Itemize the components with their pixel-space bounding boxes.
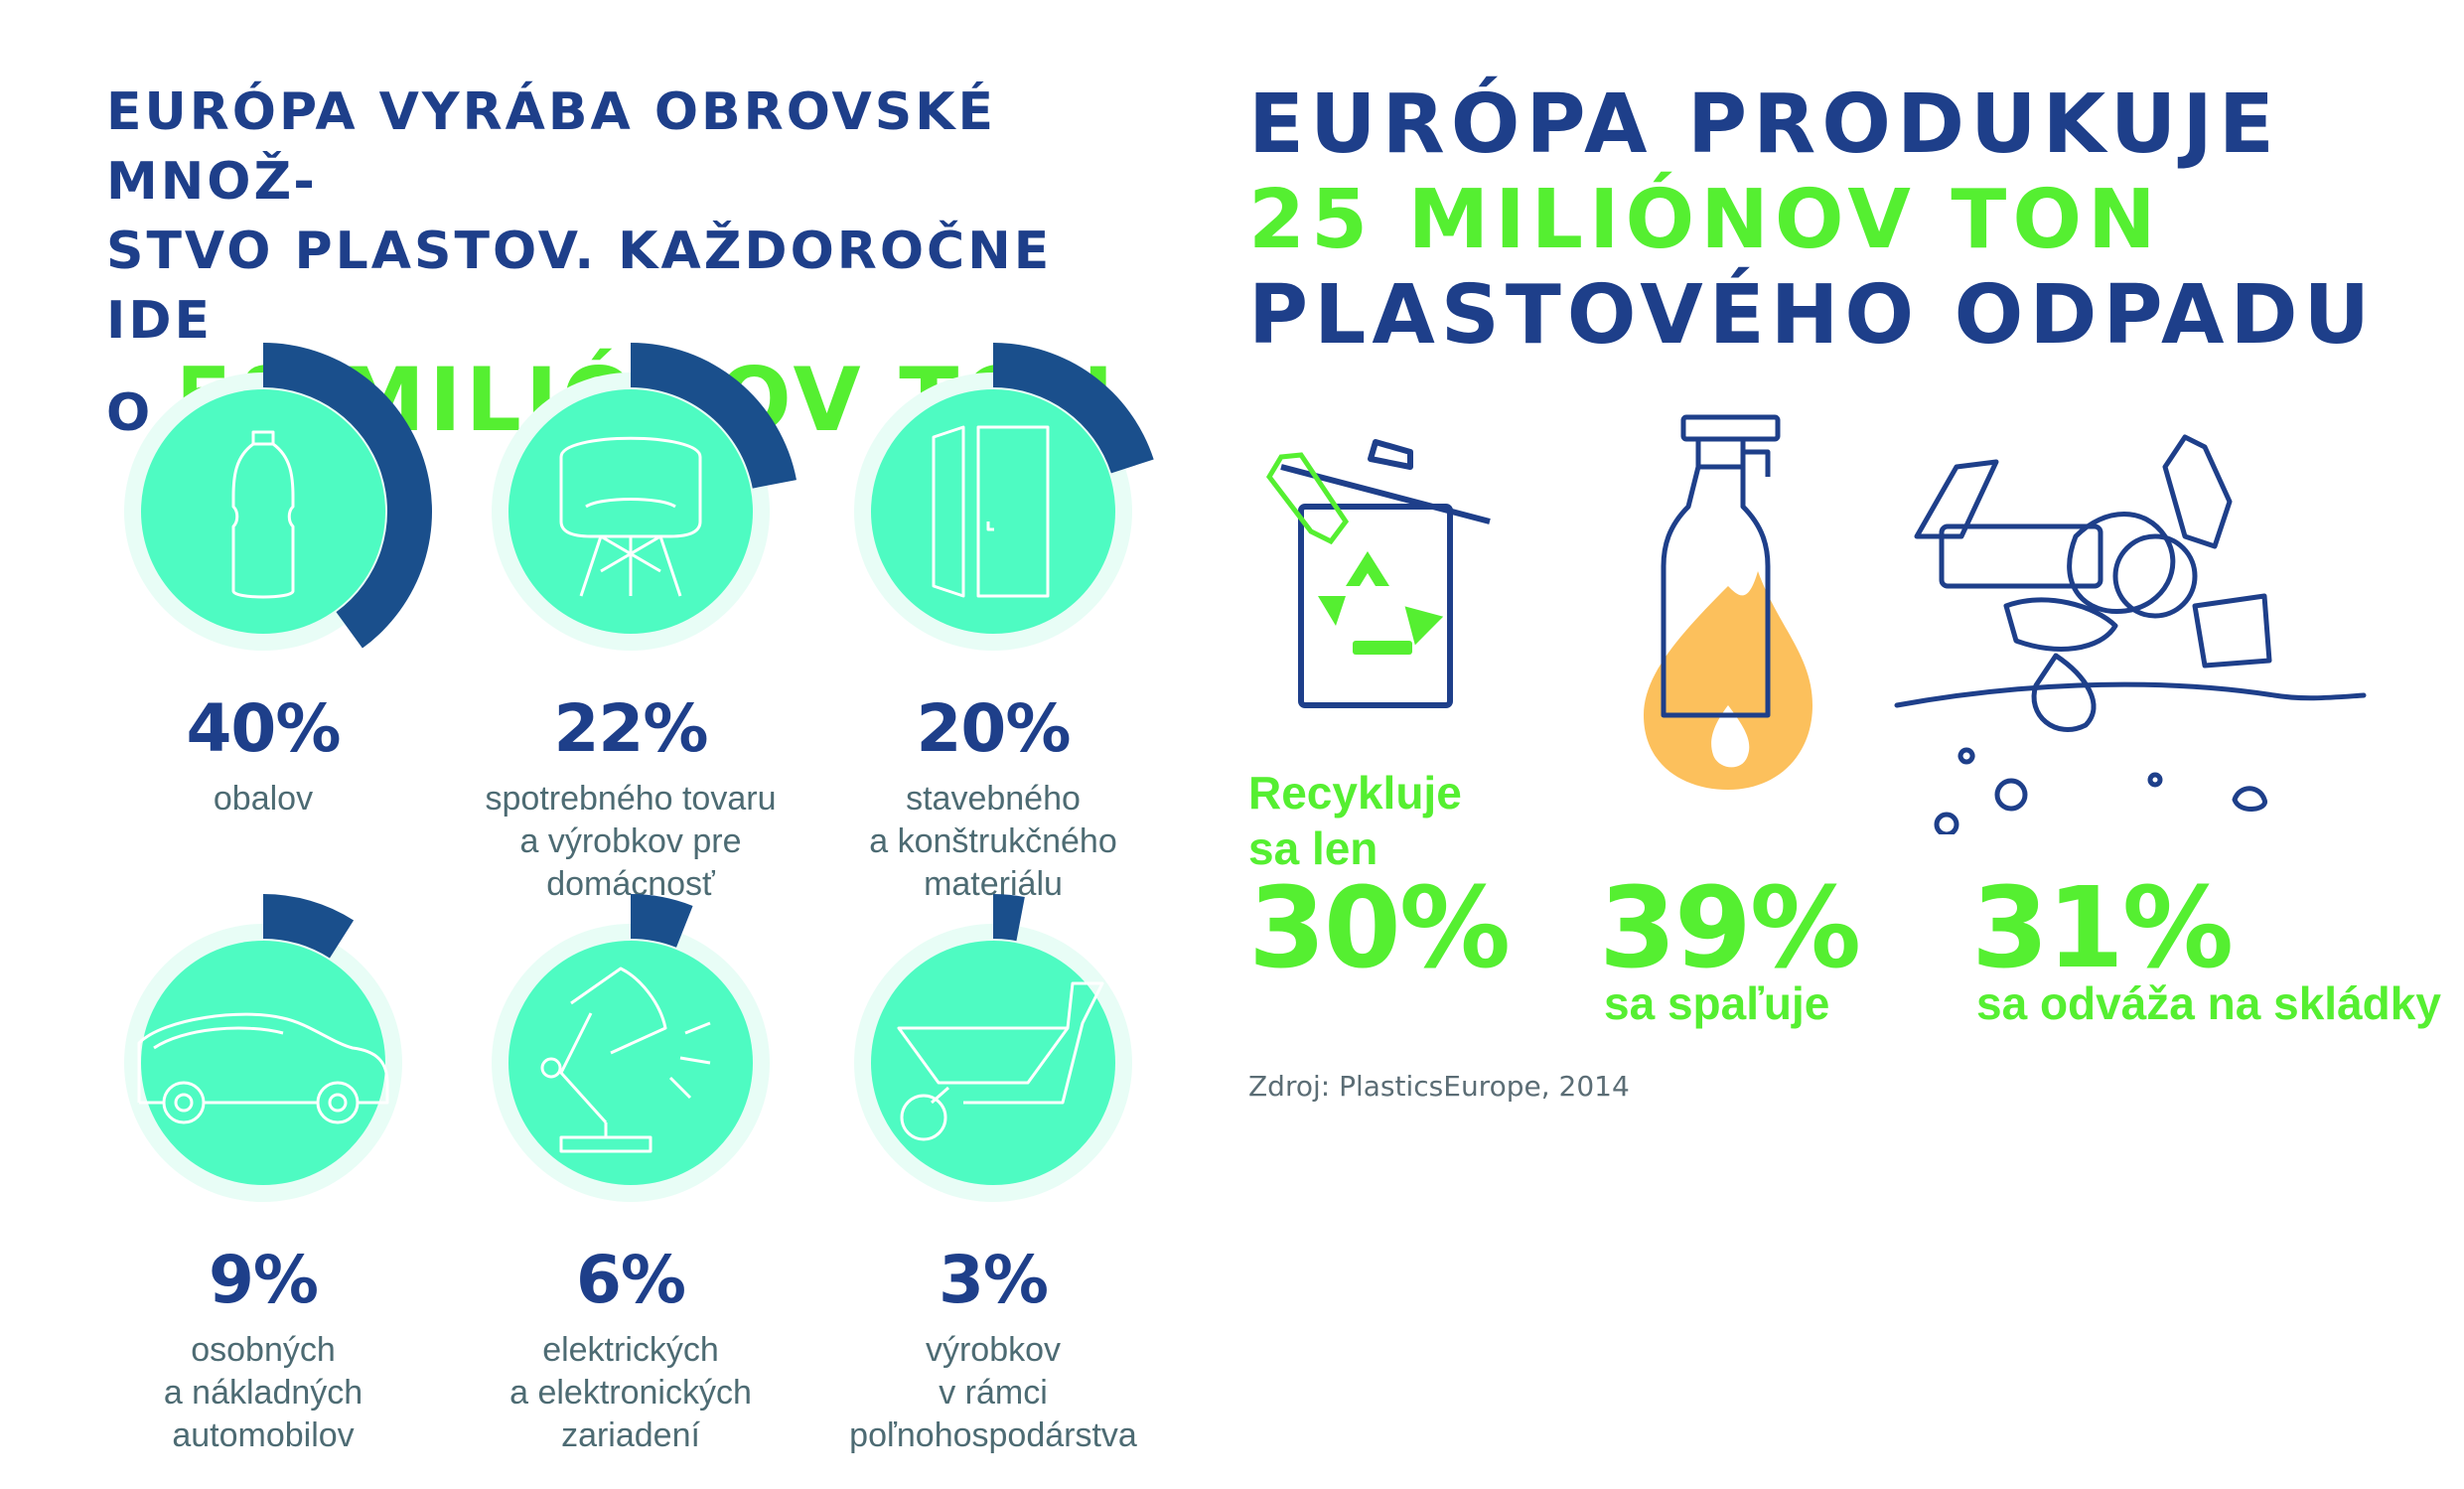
donut-disc [508,941,753,1185]
incinerate-label: sa spaľuje [1604,977,1830,1029]
donut-disc [871,941,1115,1185]
sector-label-1: obalov [65,778,462,820]
sector-label-line: poľnohospodárstva [849,1416,1137,1454]
donut-disc [141,389,385,634]
donut-arc-5 [631,894,693,948]
donut-disc [141,941,385,1185]
donut-3 [854,343,1154,651]
sector-label-4: osobných a nákladných automobilov [65,1329,462,1457]
recycle-label-line2: sa len [1248,822,1378,874]
sector-label-line: a konštrukčného [869,822,1117,860]
donut-arc-4 [263,894,355,959]
sector-label-3: stavebného a konštrukčného materiálu [795,778,1192,906]
door-icon [932,425,1050,598]
landfill-label: sa odváža na skládky [1976,977,2441,1029]
recycle-bin-icon [1265,439,1491,708]
sector-percent-5: 6% [575,1242,686,1318]
sector-label-line: zariadení [561,1416,700,1454]
right-title-line2: 25 MILIÓNOV TON [1248,173,2162,267]
sector-percent-4: 9% [208,1242,319,1318]
lamp-icon [540,967,711,1153]
donut-4 [124,894,402,1202]
landfill-icon [1894,434,2367,834]
donut-arc-2 [631,343,797,489]
sector-label-line: obalov [213,780,314,818]
sector-label-line: a elektronických [509,1374,752,1412]
wheelbarrow-icon [897,981,1104,1141]
donut-6 [854,894,1132,1202]
sector-percent-2: 22% [553,690,709,767]
bottle-icon [231,430,295,599]
donut-arc-3 [993,343,1154,474]
donut-arc-1 [263,343,432,649]
donut-2 [492,343,797,651]
sector-label-line: výrobkov [925,1331,1062,1369]
right-title: EURÓPA PRODUKUJE 25 MILIÓNOV TON PLASTOV… [1248,77,2376,364]
sector-label-line: automobilov [172,1416,355,1454]
sector-label-line: osobných [191,1331,336,1369]
recycle-percent: 30% [1248,864,1511,993]
landfill-percent: 31% [1971,864,2234,993]
sector-label-line: spotrebného tovaru [485,780,777,818]
right-title-line3: PLASTOVÉHO ODPADU [1248,268,2377,363]
incinerate-percent: 39% [1599,864,1861,993]
right-title-line1: EURÓPA PRODUKUJE [1248,77,2280,172]
sector-label-6: výrobkov v rámci poľnohospodárstva [795,1329,1192,1457]
donut-1 [124,343,432,651]
sector-label-5: elektrických a elektronických zariadení [432,1329,829,1457]
recycle-label-line1: Recykluje [1248,767,1462,819]
donut-5 [492,894,770,1202]
source-note: Zdroj: PlasticsEurope, 2014 [1248,1070,1630,1103]
recycle-label: Recykluje sa len [1248,765,1462,876]
donut-arc-6 [993,894,1025,942]
left-title-line1: EURÓPA VYRÁBA OBROVSKÉ MNOŽ- [106,82,997,212]
sector-label-line: elektrických [542,1331,719,1369]
car-icon [137,1012,389,1124]
sector-label-line: a nákladných [163,1374,363,1412]
sector-percent-3: 20% [916,690,1072,767]
sector-label-line: a výrobkov pre [519,822,742,860]
left-title-prefix: O [106,383,154,443]
burning-bottle-icon [1644,414,1812,790]
sector-percent-1: 40% [186,690,342,767]
chair-icon [559,436,702,597]
sector-label-2: spotrebného tovaru a výrobkov pre domácnos… [432,778,829,906]
left-title-line2: STVO PLASTOV. KAŽDOROČNE IDE [106,222,1053,351]
sector-label-line: v rámci [939,1374,1048,1412]
sector-label-line: stavebného [906,780,1081,818]
sector-percent-6: 3% [938,1242,1049,1318]
donut-disc [508,389,753,634]
